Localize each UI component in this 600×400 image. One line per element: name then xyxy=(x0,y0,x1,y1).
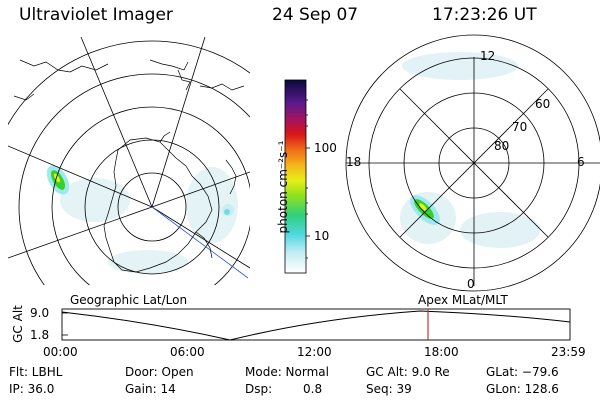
altitude-xtick-0000: 00:00 xyxy=(43,345,78,359)
colorbar-tick-10: 10 xyxy=(314,229,330,243)
aurora-haze-mlt xyxy=(400,52,540,248)
mlt-hour-6: 6 xyxy=(577,155,585,169)
altitude-curve xyxy=(61,310,571,341)
altitude-yticks xyxy=(62,312,68,336)
door-readout: Door: Open xyxy=(125,365,194,379)
geo-panel-label: Geographic Lat/Lon xyxy=(70,293,188,307)
date-label: 24 Sep 07 xyxy=(272,5,359,25)
colorbar-unit-label: photon cm⁻²s⁻¹ xyxy=(276,140,290,234)
latitude-circles xyxy=(8,40,250,285)
ip-readout: IP: 36.0 xyxy=(9,382,55,396)
aurora-spot-mlt xyxy=(410,195,440,225)
meridian-lines xyxy=(8,36,250,269)
glat-readout: GLat: −79.6 xyxy=(486,365,559,379)
aurora-spot-geo-right xyxy=(222,204,234,216)
altitude-ylabel: GC Alt xyxy=(11,305,25,343)
altitude-ytick-1-8: 1.8 xyxy=(30,328,50,342)
mode-readout: Mode: Normal xyxy=(245,365,329,379)
geographic-map xyxy=(8,36,250,285)
instrument-title: Ultraviolet Imager xyxy=(19,5,173,25)
mlt-hour-12: 12 xyxy=(480,49,496,63)
aurora-haze xyxy=(60,167,238,274)
colorbar-ticks xyxy=(306,99,310,259)
aurora-spot-geo xyxy=(46,165,70,195)
mlt-lat-70: 70 xyxy=(512,120,528,134)
dsp-label: Dsp: xyxy=(245,382,273,396)
gc-alt-readout: GC Alt: 9.0 Re xyxy=(366,365,450,379)
altitude-xtick-1800: 18:00 xyxy=(424,345,459,359)
mlt-panel-label: Apex MLat/MLT xyxy=(418,293,508,307)
mlt-lat-80: 80 xyxy=(494,139,510,153)
mlt-hour-0: 0 xyxy=(467,277,475,291)
mlt-polar-plot xyxy=(345,34,600,292)
dsp-value: 0.8 xyxy=(303,382,323,396)
altitude-xtick-1200: 12:00 xyxy=(297,345,332,359)
altitude-xtick-0600: 06:00 xyxy=(170,345,205,359)
altitude-plot-frame xyxy=(61,308,571,341)
altitude-xtick-2359: 23:59 xyxy=(551,345,586,359)
altitude-ytick-9: 9.0 xyxy=(30,306,50,320)
colorbar-tick-100: 100 xyxy=(314,141,337,155)
seq-readout: Seq: 39 xyxy=(366,382,412,396)
time-label: 17:23:26 UT xyxy=(432,5,537,25)
mlt-hour-18: 18 xyxy=(346,155,362,169)
glon-readout: GLon: 128.6 xyxy=(486,382,559,396)
mlt-lat-60: 60 xyxy=(535,97,551,111)
filter-readout: Flt: LBHL xyxy=(9,365,63,379)
pole-line xyxy=(151,206,249,279)
coastlines xyxy=(13,59,245,273)
gain-readout: Gain: 14 xyxy=(125,382,176,396)
colorbar xyxy=(284,79,307,274)
